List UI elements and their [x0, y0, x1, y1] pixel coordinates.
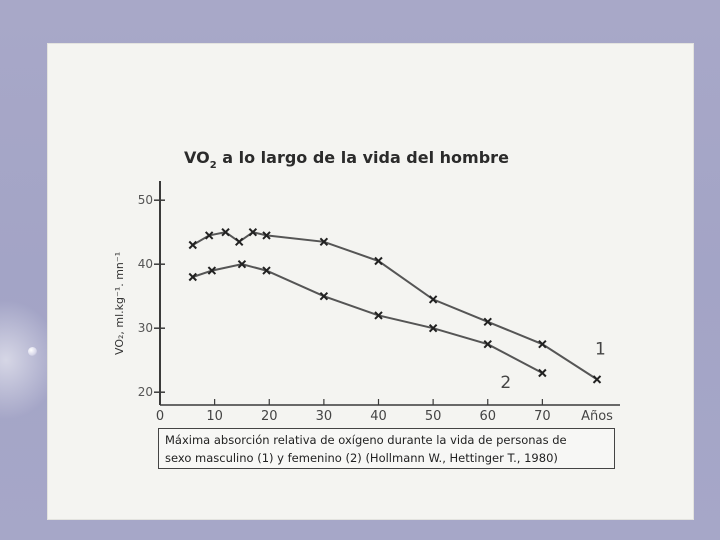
x-tick-label: 40 — [370, 409, 387, 424]
data-point-marker — [538, 368, 547, 378]
x-tick-label: 30 — [316, 409, 333, 424]
data-point-marker — [262, 266, 271, 275]
data-point-marker — [248, 227, 258, 237]
y-tick-label: 40 — [138, 257, 153, 271]
data-point-marker — [592, 375, 602, 384]
x-axis-label: Años — [581, 409, 613, 424]
data-point-marker — [262, 231, 271, 240]
bullet-dot-icon — [28, 347, 37, 356]
x-tick-label: 0 — [156, 409, 164, 424]
data-point-marker — [188, 272, 197, 282]
caption-line-2: sexo masculino (1) y femenino (2) (Hollm… — [165, 451, 558, 465]
data-point-marker — [319, 237, 329, 247]
data-point-marker — [319, 291, 329, 301]
data-point-marker — [374, 256, 383, 266]
x-tick-label: 10 — [206, 409, 223, 424]
data-point-marker — [204, 231, 214, 240]
series-1-label: 1 — [595, 339, 606, 359]
y-tick-label: 30 — [138, 321, 153, 335]
data-point-marker — [538, 339, 547, 349]
caption-line-1: Máxima absorción relativa de oxígeno dur… — [165, 433, 567, 447]
data-point-marker — [221, 227, 230, 237]
y-tick-label: 50 — [138, 193, 153, 207]
chart-axes: 0 10 20 30 40 50 60 70 Años 20 30 40 50 — [138, 181, 620, 424]
data-point-marker — [188, 240, 197, 250]
chart-title: VO2 a lo largo de la vida del hombre — [184, 148, 509, 171]
data-point-marker — [428, 323, 438, 333]
x-tick-label: 60 — [479, 409, 496, 424]
data-point-marker — [374, 311, 383, 320]
y-tick-label: 20 — [138, 385, 153, 399]
series-2-label: 2 — [500, 373, 511, 393]
data-point-marker — [234, 237, 244, 247]
series-1-line — [192, 231, 598, 381]
data-point-marker — [483, 339, 492, 349]
data-point-marker — [237, 259, 247, 269]
y-axis-label: VO₂, ml.kg⁻¹. mn⁻¹ — [113, 252, 126, 355]
x-tick-label: 70 — [534, 409, 551, 424]
data-point-marker — [483, 317, 492, 327]
x-tick-label: 50 — [425, 409, 442, 424]
figure-caption: Máxima absorción relativa de oxígeno dur… — [158, 428, 615, 469]
data-point-marker — [207, 266, 217, 275]
x-tick-label: 20 — [261, 409, 278, 424]
data-point-marker — [428, 295, 438, 304]
chart-marks: 12 — [188, 227, 606, 393]
